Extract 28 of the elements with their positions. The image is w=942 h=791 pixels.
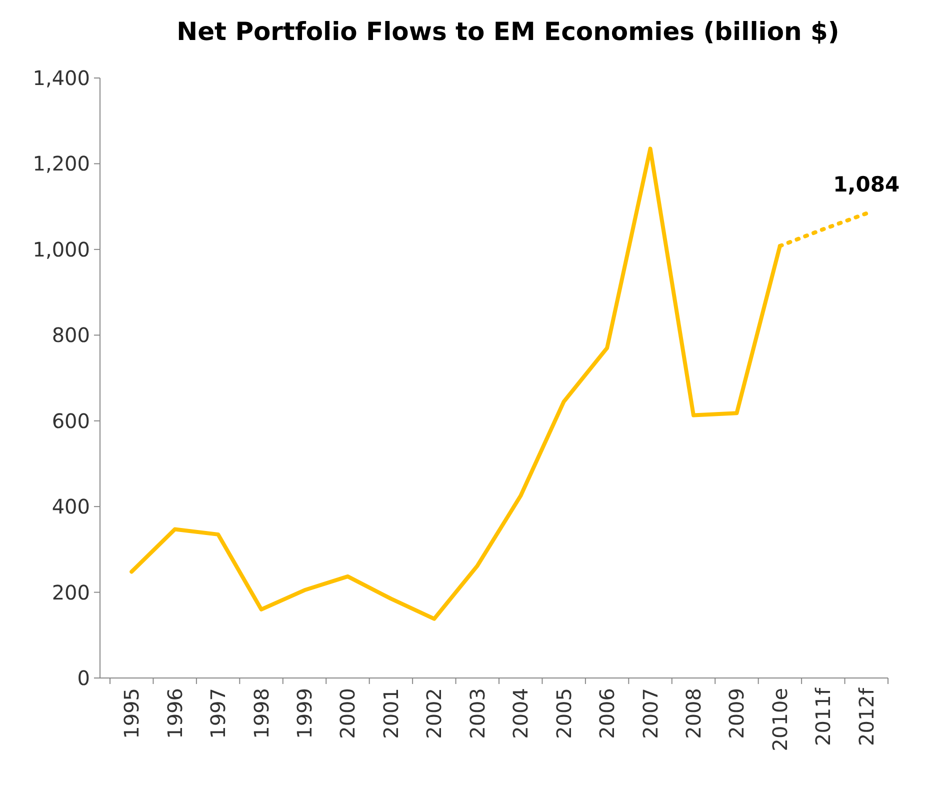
x-tick-label: 2002	[422, 688, 446, 739]
x-tick-label: 2000	[336, 688, 360, 739]
x-tick-label: 2007	[638, 688, 662, 739]
y-tick-label: 800	[52, 323, 90, 348]
x-tick-label: 1997	[206, 688, 230, 739]
y-tick-label: 1,200	[32, 152, 90, 176]
x-tick-label: 1998	[249, 688, 274, 739]
x-tick-label: 2009	[724, 688, 749, 739]
x-tick-label: 2003	[465, 688, 490, 739]
x-tick-label: 2010e	[768, 688, 792, 752]
y-tick-label: 200	[52, 580, 90, 604]
y-tick-label: 400	[52, 494, 90, 519]
y-tick-label: 0	[77, 666, 90, 690]
x-tick-label: 1995	[120, 688, 144, 739]
y-tick-label: 1,000	[32, 237, 90, 262]
x-tick-label: 2006	[595, 688, 620, 739]
x-tick-label: 2004	[508, 688, 533, 739]
x-tick-label: 2001	[378, 688, 403, 739]
y-tick-label: 1,400	[32, 66, 90, 90]
y-tick-label: 600	[52, 408, 90, 433]
x-tick-label: 2012f	[854, 687, 878, 746]
x-tick-label: 2005	[552, 688, 576, 739]
annotation: 1,084	[833, 172, 900, 196]
x-tick-label: 1996	[162, 688, 187, 739]
chart-title: Net Portfolio Flows to EM Economies (billion $)	[176, 17, 840, 46]
x-tick-label: 1999	[292, 688, 316, 739]
x-tick-label: 2011f	[811, 687, 836, 746]
x-tick-label: 2008	[682, 688, 706, 739]
